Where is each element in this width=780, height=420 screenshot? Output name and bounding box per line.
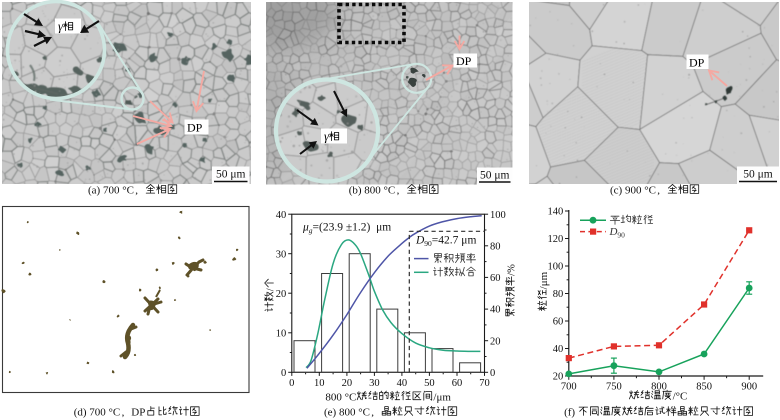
svg-text:(a) 700 °C: (a) 700 °C	[88, 185, 134, 197]
svg-text:μm: μm	[494, 170, 509, 182]
svg-text:,: ,	[371, 407, 374, 419]
svg-text:(b) 800 °C: (b) 800 °C	[349, 185, 396, 197]
svg-text:D: D	[609, 226, 618, 238]
svg-text:100: 100	[490, 210, 506, 221]
svg-text:μ: μ	[302, 222, 309, 234]
svg-text:(e) 800 °C: (e) 800 °C	[324, 407, 370, 419]
svg-text:30: 30	[276, 249, 287, 260]
svg-text:/°C: /°C	[673, 391, 688, 403]
svg-text:800: 800	[651, 382, 667, 393]
svg-text:850: 850	[696, 382, 712, 393]
svg-text:/: /	[265, 288, 276, 291]
svg-text:900: 900	[741, 382, 757, 393]
svg-text:D: D	[415, 235, 425, 247]
svg-text:μm: μm	[376, 222, 391, 234]
svg-text:μm: μm	[758, 169, 773, 181]
svg-text:γ: γ	[58, 20, 64, 34]
svg-text:700: 700	[561, 382, 577, 393]
svg-text:(d) 700 °C: (d) 700 °C	[74, 407, 121, 419]
svg-text:γ: γ	[324, 130, 330, 144]
svg-text:60: 60	[490, 273, 501, 284]
svg-text:DP: DP	[131, 407, 145, 419]
svg-text:/μm: /μm	[433, 391, 451, 403]
svg-text:g: g	[309, 226, 313, 235]
svg-text:90: 90	[424, 239, 432, 248]
svg-text:,: ,	[135, 185, 138, 197]
svg-text:40: 40	[397, 378, 408, 389]
svg-text:800 °C: 800 °C	[325, 391, 356, 403]
svg-text:DP: DP	[456, 54, 472, 68]
svg-text:50: 50	[216, 169, 228, 181]
svg-text:0: 0	[281, 368, 286, 379]
svg-text:0: 0	[289, 378, 294, 389]
svg-text:80: 80	[553, 289, 564, 300]
svg-text:20: 20	[553, 372, 564, 383]
svg-text:DP: DP	[689, 55, 705, 69]
svg-text:/%: /%	[506, 264, 517, 276]
svg-text:50: 50	[424, 378, 435, 389]
svg-text:90: 90	[617, 231, 625, 240]
svg-text:10: 10	[314, 378, 325, 389]
svg-text:=(23.9 ±1.2): =(23.9 ±1.2)	[313, 222, 371, 234]
svg-text:60: 60	[553, 317, 564, 328]
svg-text:70: 70	[479, 378, 490, 389]
svg-text:20: 20	[276, 289, 287, 300]
svg-text:100: 100	[548, 262, 564, 273]
svg-text:=42.7: =42.7	[432, 235, 459, 247]
svg-text:μm: μm	[461, 235, 476, 247]
svg-text:(c) 900 °C: (c) 900 °C	[610, 185, 656, 197]
svg-text:50: 50	[480, 170, 492, 182]
svg-text:80: 80	[490, 241, 501, 252]
svg-text:40: 40	[553, 344, 564, 355]
svg-text:50: 50	[743, 169, 755, 181]
svg-text:(f): (f)	[564, 407, 575, 419]
svg-text:0: 0	[490, 368, 495, 379]
svg-text:/μm: /μm	[538, 271, 550, 289]
svg-text:20: 20	[342, 378, 353, 389]
svg-text:μm: μm	[230, 169, 245, 181]
svg-text:10: 10	[276, 328, 287, 339]
svg-text:,: ,	[657, 185, 660, 197]
svg-text:,: ,	[122, 407, 125, 419]
svg-text:60: 60	[452, 378, 463, 389]
svg-text:30: 30	[369, 378, 380, 389]
svg-text:40: 40	[276, 210, 287, 221]
svg-text:20: 20	[490, 336, 501, 347]
svg-text:40: 40	[490, 305, 501, 316]
svg-text:140: 140	[548, 207, 564, 218]
svg-text:DP: DP	[187, 121, 203, 135]
svg-text:750: 750	[606, 382, 622, 393]
svg-text:,: ,	[397, 185, 400, 197]
svg-text:120: 120	[548, 234, 564, 245]
